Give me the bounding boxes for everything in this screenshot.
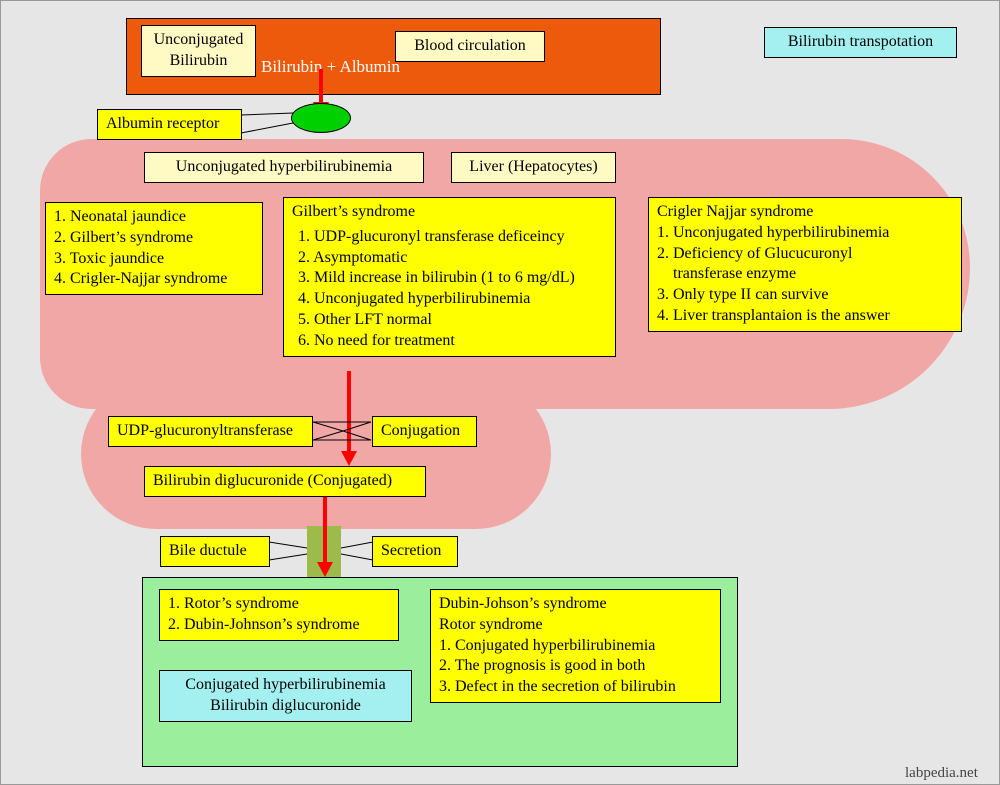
list-item: 1. UDP-glucuronyl transferase deficeincy — [298, 227, 607, 248]
list-item: 3. Only type II can survive — [657, 285, 953, 306]
unconjugated-bilirubin-box: Unconjugated Bilirubin — [141, 25, 256, 77]
arrow-3 — [315, 497, 335, 579]
connector-udp-x — [313, 418, 373, 446]
udp-glucuronyltransferase-box: UDP-glucuronyltransferase — [108, 416, 313, 447]
conjugation-box: Conjugation — [372, 416, 477, 447]
list-item: 2. Asymptomatic — [298, 248, 607, 269]
list-item: 4. Unconjugated hyperbilirubinemia — [298, 289, 607, 310]
list-item: 3. Toxic jaundice — [54, 249, 254, 270]
connector-bile-left — [269, 538, 309, 566]
unconjugated-hyperbilirubinemia-box: Unconjugated hyperbilirubinemia — [144, 152, 424, 183]
list-item: 4. Crigler-Najjar syndrome — [54, 269, 254, 290]
list-item: 2. Deficiency of Glucucuronyl — [657, 244, 953, 265]
list-item: 1. Neonatal jaundice — [54, 207, 254, 228]
list-item: 1. Conjugated hyperbilirubinemia — [439, 636, 712, 657]
bile-ductule-box: Bile ductule — [160, 536, 270, 567]
dubin-johnson-box: Dubin-Johson’s syndrome Rotor syndrome 1… — [430, 589, 721, 703]
crigler-title: Crigler Najjar syndrome — [657, 202, 953, 223]
crigler-najjar-box: Crigler Najjar syndrome 1. Unconjugated … — [648, 197, 962, 332]
list-item: 1. Rotor’s syndrome — [168, 594, 390, 615]
dubin-title2: Rotor syndrome — [439, 615, 712, 636]
connector-bile-right — [341, 538, 375, 566]
rotor-syndrome-box: 1. Rotor’s syndrome 2. Dubin-Johnson’s s… — [159, 589, 399, 641]
gilbert-title: Gilbert’s syndrome — [292, 202, 607, 223]
conj-hyper-line2: Bilirubin diglucuronide — [168, 696, 403, 717]
list-item: 2. Gilbert’s syndrome — [54, 228, 254, 249]
list-item: 5. Other LFT normal — [298, 310, 607, 331]
liver-label-box: Liver (Hepatocytes) — [451, 152, 616, 183]
secretion-box: Secretion — [372, 536, 458, 567]
conj-hyper-line1: Conjugated hyperbilirubinemia — [168, 675, 403, 696]
watermark: labpedia.net — [905, 765, 978, 782]
bilirubin-diglucuronide-box: Bilirubin diglucuronide (Conjugated) — [144, 466, 426, 497]
blood-circulation-box: Blood circulation — [395, 31, 545, 62]
conjugated-hyperbilirubinemia-box: Conjugated hyperbilirubinemia Bilirubin … — [159, 670, 412, 722]
albumin-receptor-box: Albumin receptor — [97, 109, 242, 140]
gilbert-syndrome-box: Gilbert’s syndrome 1. UDP-glucuronyl tra… — [283, 197, 616, 357]
list-item: 3. Mild increase in bilirubin (1 to 6 mg… — [298, 268, 607, 289]
list-item: 3. Defect in the secretion of bilirubin — [439, 677, 712, 698]
list-item: transferase enzyme — [657, 264, 953, 285]
list-item: 2. Dubin-Johnson’s syndrome — [168, 615, 390, 636]
list-item: 6. No need for treatment — [298, 331, 607, 352]
title-box: Bilirubin transpotation — [764, 27, 957, 58]
dubin-title1: Dubin-Johson’s syndrome — [439, 594, 712, 615]
list-item: 1. Unconjugated hyperbilirubinemia — [657, 223, 953, 244]
list-item: 4. Liver transplantaion is the answer — [657, 306, 953, 327]
diagram-canvas: Bilirubin transpotation Unconjugated Bil… — [0, 0, 1000, 785]
list-item: 2. The prognosis is good in both — [439, 656, 712, 677]
connector-albumin — [241, 109, 301, 139]
neonatal-jaundice-box: 1. Neonatal jaundice 2. Gilbert’s syndro… — [45, 202, 263, 295]
